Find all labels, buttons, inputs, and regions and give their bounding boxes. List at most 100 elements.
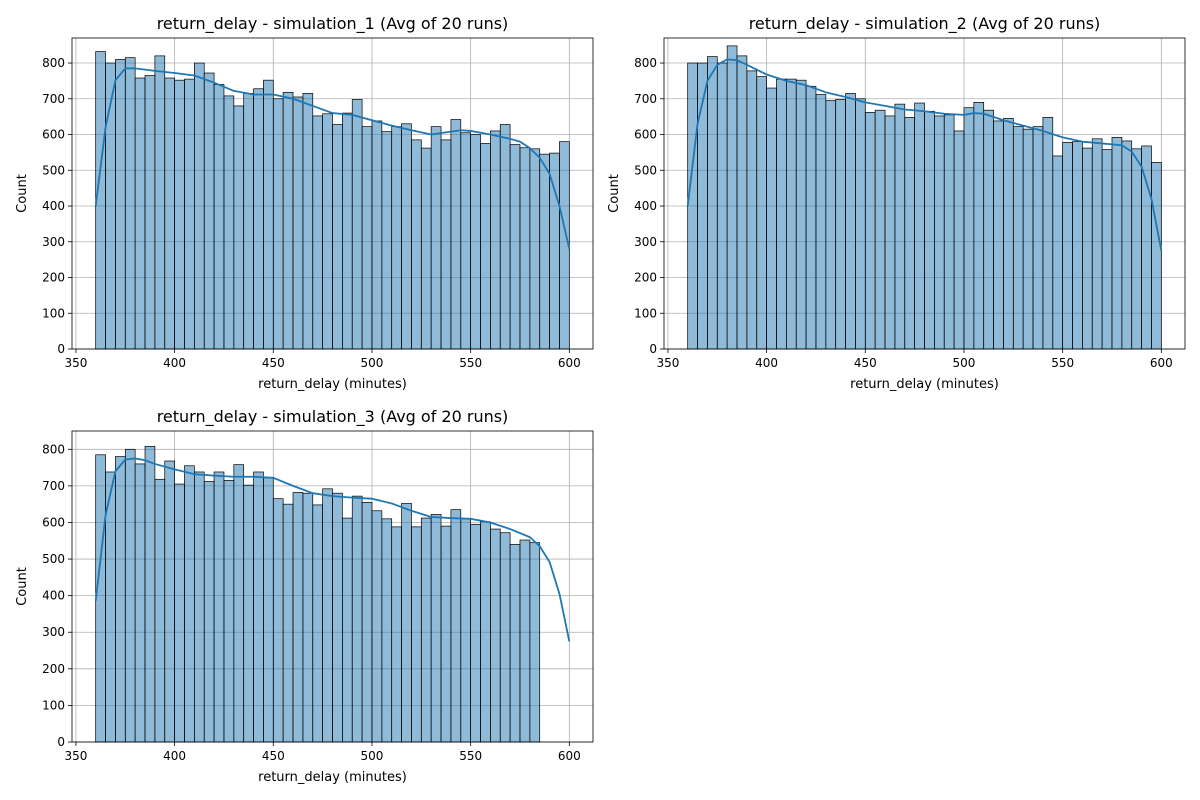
histogram-bar: [351, 495, 363, 743]
y-tick-label: 200: [42, 271, 65, 285]
y-tick-label: 0: [57, 735, 65, 749]
histogram-bar: [786, 78, 797, 350]
histogram-bar: [549, 152, 560, 350]
y-tick-label: 800: [42, 56, 65, 70]
histogram-bar: [174, 483, 185, 743]
chart-title: return_delay - simulation_3 (Avg of 20 r…: [157, 407, 509, 427]
histogram-bar: [233, 464, 245, 743]
histogram-bar: [509, 544, 521, 743]
y-tick-label: 600: [42, 515, 65, 529]
histogram-bar: [223, 480, 235, 743]
x-tick-label: 400: [163, 749, 186, 763]
histogram-bar: [124, 57, 136, 350]
histogram-bar: [1003, 118, 1014, 350]
histogram-bar: [726, 45, 738, 350]
histogram-bar: [272, 498, 284, 743]
histogram-bar: [391, 126, 402, 350]
histogram-bar: [450, 119, 462, 350]
histogram-bar: [805, 85, 817, 350]
histogram-bar: [292, 492, 304, 743]
x-axis-label: return_delay (minutes): [850, 377, 999, 392]
histogram-bar: [184, 465, 195, 743]
histogram-bar: [509, 144, 521, 350]
histogram-bar: [884, 115, 896, 350]
histogram-bar: [154, 55, 166, 350]
histogram-bar: [223, 95, 235, 350]
histogram-bar: [499, 124, 511, 350]
histogram-bar: [490, 130, 501, 350]
histogram-bar: [213, 471, 225, 743]
histogram-bar: [243, 484, 254, 743]
histogram-bar: [203, 72, 215, 350]
histogram-bar: [194, 62, 205, 350]
y-tick-label: 400: [42, 589, 65, 603]
histogram-bar: [302, 492, 314, 743]
histogram-bar: [440, 139, 452, 350]
histogram-bar: [519, 539, 531, 743]
histogram-bar: [914, 102, 925, 350]
histogram-bar: [164, 460, 175, 743]
histogram-bar: [115, 59, 126, 350]
chart-title: return_delay - simulation_1 (Avg of 20 r…: [157, 14, 509, 34]
y-tick-label: 700: [634, 92, 657, 106]
x-tick-label: 500: [361, 356, 384, 370]
y-tick-label: 500: [634, 163, 657, 177]
y-tick-label: 700: [42, 479, 65, 493]
y-tick-label: 400: [634, 199, 657, 213]
y-tick-label: 400: [42, 199, 65, 213]
histogram-bar: [184, 78, 195, 350]
histogram-bar: [874, 109, 886, 350]
histogram-bar: [1111, 137, 1123, 350]
histogram-bar: [174, 79, 185, 350]
histogram-bar: [401, 123, 412, 350]
histogram-bar: [539, 153, 550, 350]
histogram-bar: [746, 70, 758, 350]
x-tick-label: 600: [1150, 356, 1173, 370]
kde-line: [94, 457, 571, 642]
histogram-bar: [342, 112, 353, 350]
histogram-bar: [1082, 147, 1093, 350]
histogram-bar: [736, 55, 748, 350]
histogram-bar: [371, 120, 383, 350]
histogram-bar: [825, 100, 837, 350]
histogram-bar: [904, 117, 915, 350]
histogram-bar: [381, 518, 393, 743]
histogram-bar: [687, 62, 698, 350]
histogram-bar: [263, 477, 274, 743]
x-tick-label: 400: [755, 356, 778, 370]
histogram-bar: [460, 518, 471, 743]
histogram-bar: [924, 110, 935, 350]
histogram-bar: [499, 532, 511, 743]
x-axis-label: return_delay (minutes): [258, 770, 407, 785]
histogram-bar: [776, 78, 787, 350]
histogram-bar: [1151, 162, 1162, 350]
histogram-bar: [361, 501, 373, 743]
histogram-bar: [361, 126, 373, 350]
histogram-bar: [194, 471, 205, 743]
histogram-bar: [332, 124, 343, 350]
histogram-bar: [1072, 141, 1083, 350]
histogram-bar: [795, 79, 807, 350]
x-tick-label: 350: [64, 356, 87, 370]
histogram-bar: [864, 112, 876, 350]
histogram-bar: [1042, 117, 1054, 350]
histogram-bar: [953, 130, 965, 350]
histogram-bar: [282, 91, 294, 350]
histogram-bar: [253, 471, 264, 743]
histogram-bar: [342, 517, 353, 743]
histogram-bar: [154, 478, 166, 743]
histogram-bar: [292, 96, 304, 350]
x-tick-label: 350: [656, 356, 679, 370]
histogram-bar: [480, 521, 491, 743]
histogram-bar: [973, 101, 985, 350]
histogram-bar: [134, 77, 146, 350]
histogram-bar: [312, 504, 323, 743]
axes-frame: [663, 37, 1186, 350]
x-tick-label: 450: [262, 749, 285, 763]
y-tick-label: 200: [42, 662, 65, 676]
histogram-bar: [943, 114, 955, 350]
histogram-bar: [766, 87, 777, 350]
histogram-bar: [707, 56, 718, 350]
histogram-bar: [411, 526, 422, 743]
